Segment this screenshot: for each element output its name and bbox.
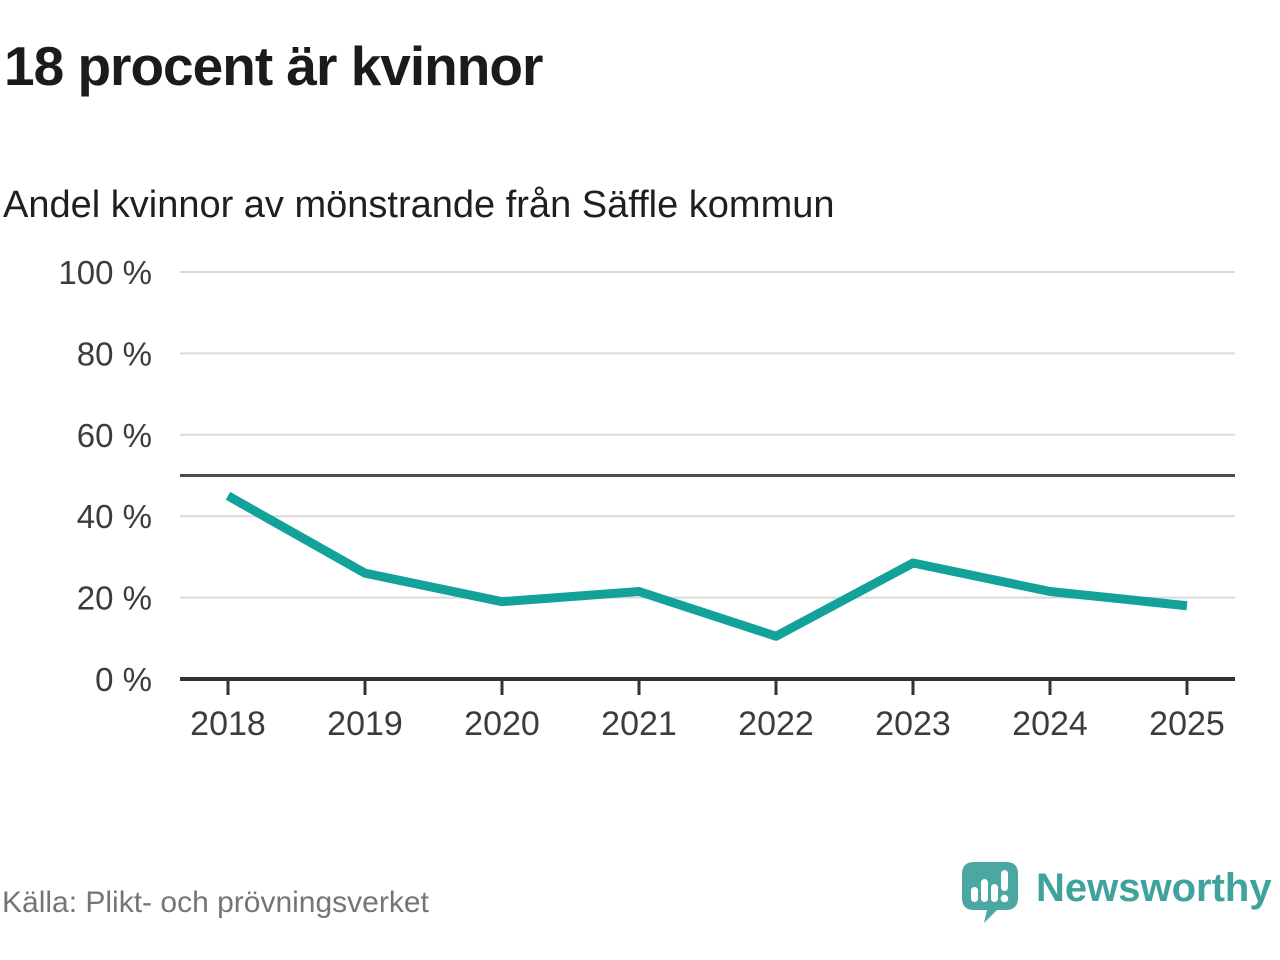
newsworthy-brand-text: Newsworthy [1036, 866, 1272, 910]
y-tick-label: 0 % [95, 661, 152, 698]
y-tick-label: 100 % [58, 254, 152, 291]
y-tick-label: 20 % [77, 580, 152, 617]
chart-title: 18 procent är kvinnor [4, 35, 543, 97]
y-tick-label: 40 % [77, 498, 152, 535]
x-tick-label: 2020 [464, 705, 540, 743]
newsworthy-logo-badge-icon [962, 862, 1018, 923]
x-tick-label: 2018 [190, 705, 266, 743]
x-tick-label: 2024 [1012, 705, 1088, 743]
x-tick-label: 2025 [1149, 705, 1225, 743]
x-tick-label: 2019 [327, 705, 403, 743]
y-tick-label: 80 % [77, 335, 152, 372]
source-note: Källa: Plikt- och prövningsverket [2, 886, 429, 919]
chart-subtitle: Andel kvinnor av mönstrande från Säffle … [3, 184, 835, 226]
line-chart: 0 % 20 % 40 % 60 % 80 % 100 % 2018 2019 2020 2021… [58, 254, 1235, 743]
x-tick-label: 2021 [601, 705, 677, 743]
x-tick-label: 2022 [738, 705, 814, 743]
data-line-series [225, 491, 1188, 641]
newsworthy-logo: Newsworthy [960, 860, 1272, 926]
x-tick-label: 2023 [875, 705, 951, 743]
y-tick-label: 60 % [77, 417, 152, 454]
